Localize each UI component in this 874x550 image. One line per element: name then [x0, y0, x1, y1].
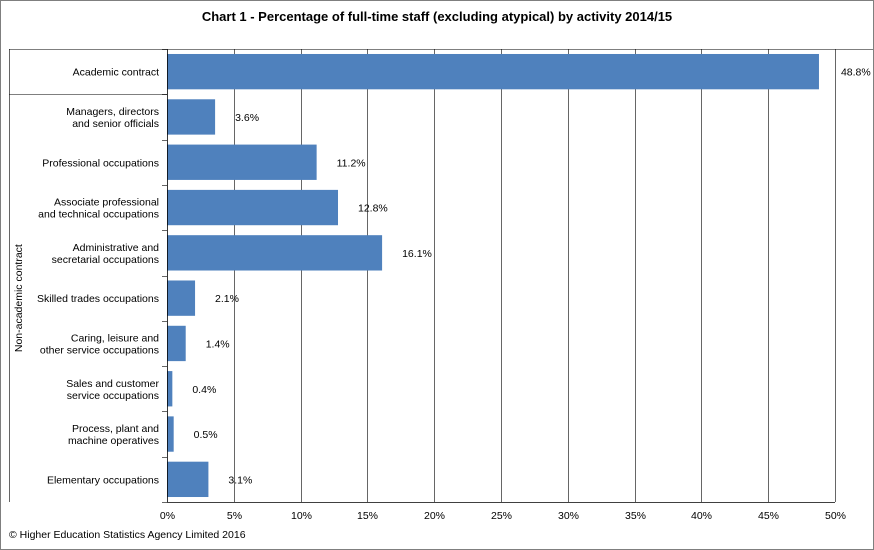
bar [167, 280, 196, 316]
category-label: and senior officials [72, 118, 159, 130]
category-label: Managers, directors [66, 106, 159, 118]
x-tick-label: 0% [160, 510, 175, 522]
category-label: secretarial occupations [52, 254, 159, 266]
chart-title: Chart 1 - Percentage of full-time staff … [202, 9, 672, 24]
x-tick-label: 25% [491, 510, 512, 522]
bar [167, 99, 216, 135]
x-tick-label: 10% [291, 510, 312, 522]
data-label: 12.8% [358, 203, 388, 215]
x-tick-label: 35% [625, 510, 646, 522]
category-label: Professional occupations [42, 157, 159, 169]
bar [167, 461, 209, 498]
category-label: Academic contract [73, 67, 159, 79]
category-label: Elementary occupations [47, 474, 159, 486]
bar [167, 371, 173, 407]
x-tick-label: 45% [758, 510, 779, 522]
x-tick-label: 5% [227, 510, 242, 522]
data-label: 2.1% [215, 293, 239, 305]
x-tick-label: 15% [357, 510, 378, 522]
bar [167, 144, 317, 180]
data-label: 3.1% [228, 474, 252, 486]
category-label: Caring, leisure and [71, 332, 159, 344]
category-label: Sales and customer [66, 378, 159, 390]
copyright-note: © Higher Education Statistics Agency Lim… [9, 529, 246, 541]
category-label: and technical occupations [38, 209, 159, 221]
group-label: Non-academic contract [13, 244, 25, 352]
category-label: Administrative and [73, 242, 160, 254]
category-label: Associate professional [54, 197, 159, 209]
bar [167, 416, 174, 452]
x-tick-label: 50% [825, 510, 846, 522]
bar [167, 325, 186, 362]
bar [167, 53, 819, 90]
bar [167, 189, 339, 226]
category-label: machine operatives [68, 435, 159, 447]
data-label: 1.4% [206, 338, 230, 350]
data-label: 3.6% [235, 112, 259, 124]
category-label: Skilled trades occupations [37, 293, 159, 305]
category-label: Process, plant and [72, 423, 159, 435]
category-label: service occupations [67, 390, 159, 402]
category-label: other service occupations [40, 344, 159, 356]
x-tick-label: 20% [424, 510, 445, 522]
data-label: 0.4% [192, 384, 216, 396]
bar [167, 235, 383, 271]
x-tick-label: 30% [558, 510, 579, 522]
data-label: 0.5% [194, 429, 218, 441]
plot-area: 0% 5% 10% 15% 20% 25% 30% 35% 40% 45% 50% Academic … [9, 49, 873, 522]
x-tick-label: 40% [691, 510, 712, 522]
data-label: 48.8% [841, 67, 871, 79]
data-label: 11.2% [337, 157, 366, 169]
data-label: 16.1% [402, 248, 432, 260]
